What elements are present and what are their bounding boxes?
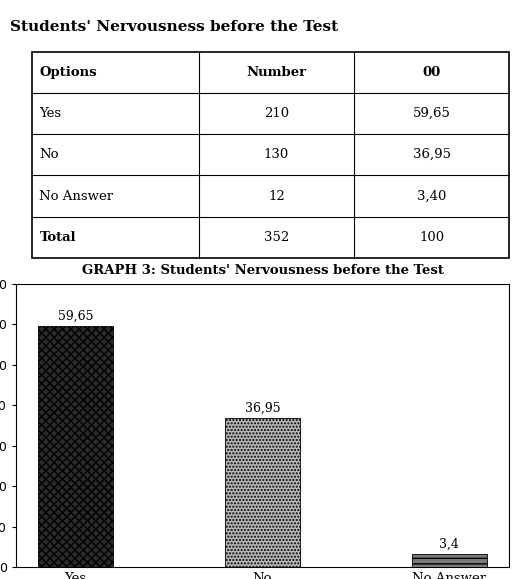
Text: 12: 12 [268, 189, 285, 203]
Text: 36,95: 36,95 [245, 402, 280, 415]
Text: 210: 210 [264, 107, 289, 120]
Text: 130: 130 [264, 148, 289, 161]
Text: Total: Total [39, 231, 76, 244]
Bar [412, 554, 487, 567]
Text: Yes: Yes [39, 107, 61, 120]
Text: Number: Number [246, 65, 307, 79]
Text: 3,40: 3,40 [417, 189, 446, 203]
Bar [38, 325, 113, 567]
Title: GRAPH 3: Students' Nervousness before the Test: GRAPH 3: Students' Nervousness before th… [81, 264, 444, 277]
Text: 3,4: 3,4 [439, 538, 459, 551]
Text: Options: Options [39, 65, 97, 79]
Text: 59,65: 59,65 [58, 310, 93, 323]
Bar [225, 417, 300, 567]
Text: 352: 352 [264, 231, 289, 244]
Text: 59,65: 59,65 [413, 107, 450, 120]
Text: No Answer: No Answer [39, 189, 113, 203]
Text: No: No [39, 148, 59, 161]
Text: 36,95: 36,95 [413, 148, 450, 161]
Text: 100: 100 [419, 231, 444, 244]
Text: Students' Nervousness before the Test: Students' Nervousness before the Test [10, 20, 339, 34]
Bar [32, 52, 509, 258]
Text: 00: 00 [423, 65, 441, 79]
